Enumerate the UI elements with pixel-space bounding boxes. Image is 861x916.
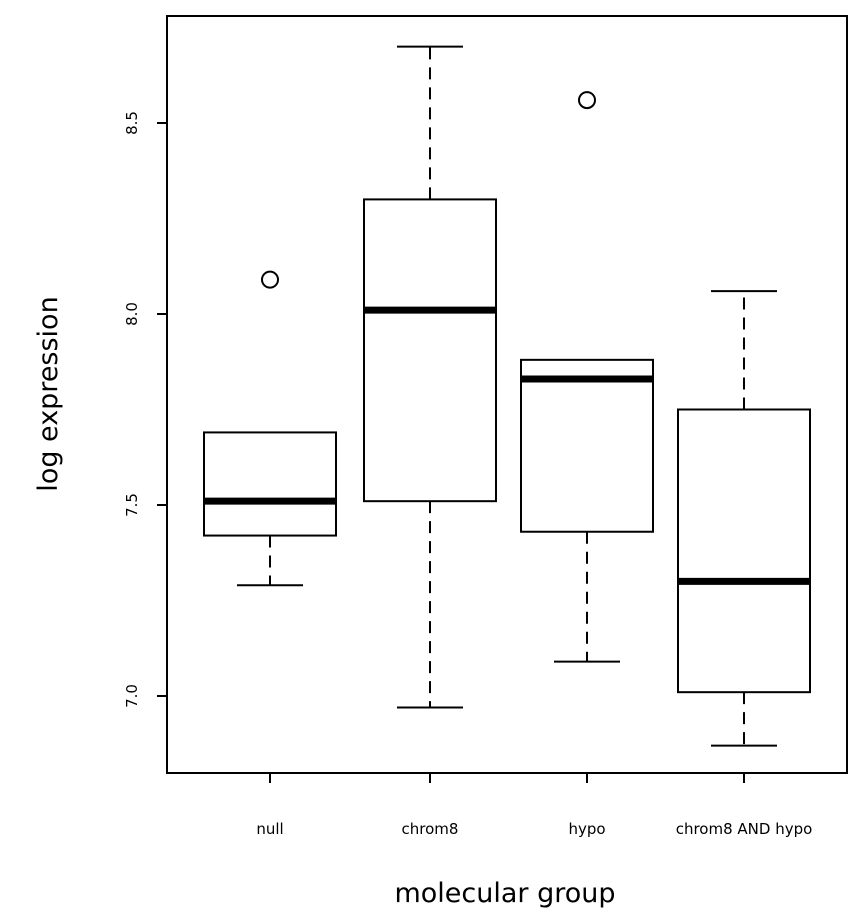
- box-iqr: [203, 431, 337, 537]
- y-tick-label: 8.5: [123, 111, 141, 135]
- box-iqr: [520, 358, 654, 533]
- box-group: [677, 290, 811, 747]
- y-tick-label: 7.0: [123, 684, 141, 708]
- y-axis-title: log expression: [33, 296, 64, 491]
- plot-frame: [166, 15, 848, 774]
- box-iqr: [677, 408, 811, 694]
- box-group: [203, 270, 337, 587]
- y-tick-label: 7.5: [123, 493, 141, 517]
- x-axis: null chrom8 hypo chrom8 AND hypo: [256, 773, 812, 838]
- box-group: [363, 45, 497, 709]
- box-iqr: [363, 198, 497, 503]
- outlier-point: [261, 270, 279, 289]
- x-tick-label: chrom8: [402, 820, 459, 838]
- outlier-point: [578, 91, 596, 110]
- y-axis: 7.0 7.5 8.0 8.5: [123, 111, 167, 708]
- x-axis-title: molecular group: [394, 878, 615, 909]
- x-tick-label: hypo: [568, 820, 605, 838]
- x-tick-label: null: [256, 820, 283, 838]
- box-group: [520, 91, 654, 663]
- y-tick-label: 8.0: [123, 302, 141, 326]
- x-tick-label: chrom8 AND hypo: [676, 820, 813, 838]
- box-series: [203, 45, 811, 747]
